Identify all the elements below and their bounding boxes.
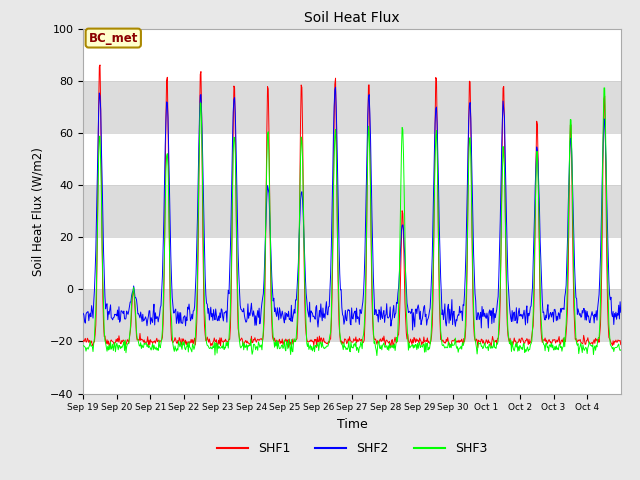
Y-axis label: Soil Heat Flux (W/m2): Soil Heat Flux (W/m2)	[31, 147, 44, 276]
Text: BC_met: BC_met	[88, 32, 138, 45]
Title: Soil Heat Flux: Soil Heat Flux	[304, 11, 400, 25]
Bar	[83, 185, 621, 237]
Bar	[83, 289, 621, 341]
Legend: SHF1, SHF2, SHF3: SHF1, SHF2, SHF3	[212, 437, 492, 460]
Bar	[83, 81, 621, 133]
X-axis label: Time: Time	[337, 418, 367, 431]
